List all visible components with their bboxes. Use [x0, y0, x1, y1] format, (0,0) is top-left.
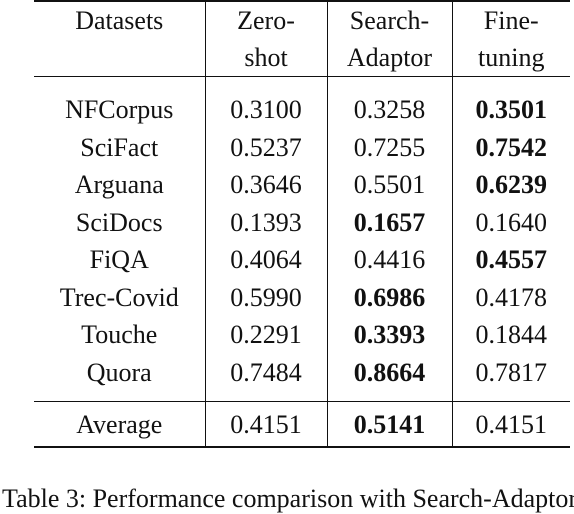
- header-row-1: Datasets Zero- Search- Fine-: [34, 0, 570, 39]
- cell-fine-tuning: 0.7542: [475, 132, 548, 162]
- cell-zero-shot: 0.5237: [205, 128, 328, 166]
- cell-fine-tuning: 0.1844: [475, 320, 548, 350]
- header-row-2: shot Adaptor tuning: [34, 39, 570, 77]
- cell-search-adaptor: 0.8664: [327, 353, 453, 391]
- header-datasets: Datasets: [34, 0, 206, 39]
- cell-fine-tuning: 0.3501: [475, 95, 548, 125]
- average-fine-tuning: 0.4151: [452, 401, 570, 448]
- average-zero-shot: 0.4151: [205, 401, 328, 448]
- cell-zero-shot: 0.7484: [205, 353, 328, 391]
- cell-search-adaptor: 0.3258: [327, 91, 453, 129]
- header-datasets-line2: [34, 39, 206, 77]
- table-row: SciFact 0.5237 0.7255 0.7542: [34, 128, 570, 166]
- cell-dataset: FiQA: [34, 241, 206, 279]
- header-zero-shot-line2: shot: [205, 39, 328, 77]
- table-row: Touche 0.2291 0.3393 0.1844: [34, 316, 570, 354]
- header-search-adaptor-line2: Adaptor: [327, 39, 453, 77]
- cell-zero-shot: 0.3646: [205, 166, 328, 204]
- average-label: Average: [34, 401, 206, 448]
- table-row: Trec-Covid 0.5990 0.6986 0.4178: [34, 278, 570, 316]
- table-body: NFCorpus 0.3100 0.3258 0.3501 SciFact 0.5237 0…: [34, 91, 570, 391]
- average-gap-row: [34, 391, 570, 402]
- header-fine-tuning-line1: Fine-: [452, 0, 570, 39]
- header-search-adaptor-line1: Search-: [327, 0, 453, 39]
- cell-zero-shot: 0.3100: [205, 91, 328, 129]
- average-row: Average 0.4151 0.5141 0.4151: [34, 401, 570, 448]
- cell-dataset: SciDocs: [34, 203, 206, 241]
- table-row: NFCorpus 0.3100 0.3258 0.3501: [34, 91, 570, 129]
- table-row: SciDocs 0.1393 0.1657 0.1640: [34, 203, 570, 241]
- table-row: FiQA 0.4064 0.4416 0.4557: [34, 241, 570, 279]
- table-row: Quora 0.7484 0.8664 0.7817: [34, 353, 570, 391]
- average-search-adaptor: 0.5141: [327, 401, 453, 448]
- cell-fine-tuning: 0.1640: [475, 207, 548, 237]
- cell-dataset: NFCorpus: [34, 91, 206, 129]
- header-zero-shot-line1: Zero-: [205, 0, 328, 39]
- table-caption: Table 3: Performance comparison with Sea…: [2, 484, 574, 513]
- header-fine-tuning-line2: tuning: [478, 43, 545, 72]
- cell-dataset: Quora: [34, 353, 206, 391]
- cell-search-adaptor: 0.6986: [327, 278, 453, 316]
- cell-search-adaptor: 0.1657: [327, 203, 453, 241]
- cell-search-adaptor: 0.7255: [327, 128, 453, 166]
- cell-zero-shot: 0.1393: [205, 203, 328, 241]
- cell-dataset: Arguana: [34, 166, 206, 204]
- cell-zero-shot: 0.4064: [205, 241, 328, 279]
- cell-dataset: Trec-Covid: [34, 278, 206, 316]
- cell-fine-tuning: 0.4178: [475, 282, 548, 312]
- cell-dataset: SciFact: [34, 128, 206, 166]
- table-row: Arguana 0.3646 0.5501 0.6239: [34, 166, 570, 204]
- results-table: Datasets Zero- Search- Fine- shot Adapto…: [34, 0, 570, 448]
- cell-fine-tuning: 0.6239: [475, 170, 548, 200]
- cell-fine-tuning: 0.4557: [475, 245, 548, 275]
- cell-fine-tuning: 0.7817: [475, 357, 548, 387]
- cell-search-adaptor: 0.5501: [327, 166, 453, 204]
- cell-zero-shot: 0.2291: [205, 316, 328, 354]
- header-gap-row: [34, 76, 570, 91]
- results-table-container: Datasets Zero- Search- Fine- shot Adapto…: [34, 0, 570, 448]
- cell-dataset: Touche: [34, 316, 206, 354]
- cell-search-adaptor: 0.4416: [327, 241, 453, 279]
- cell-zero-shot: 0.5990: [205, 278, 328, 316]
- cell-search-adaptor: 0.3393: [327, 316, 453, 354]
